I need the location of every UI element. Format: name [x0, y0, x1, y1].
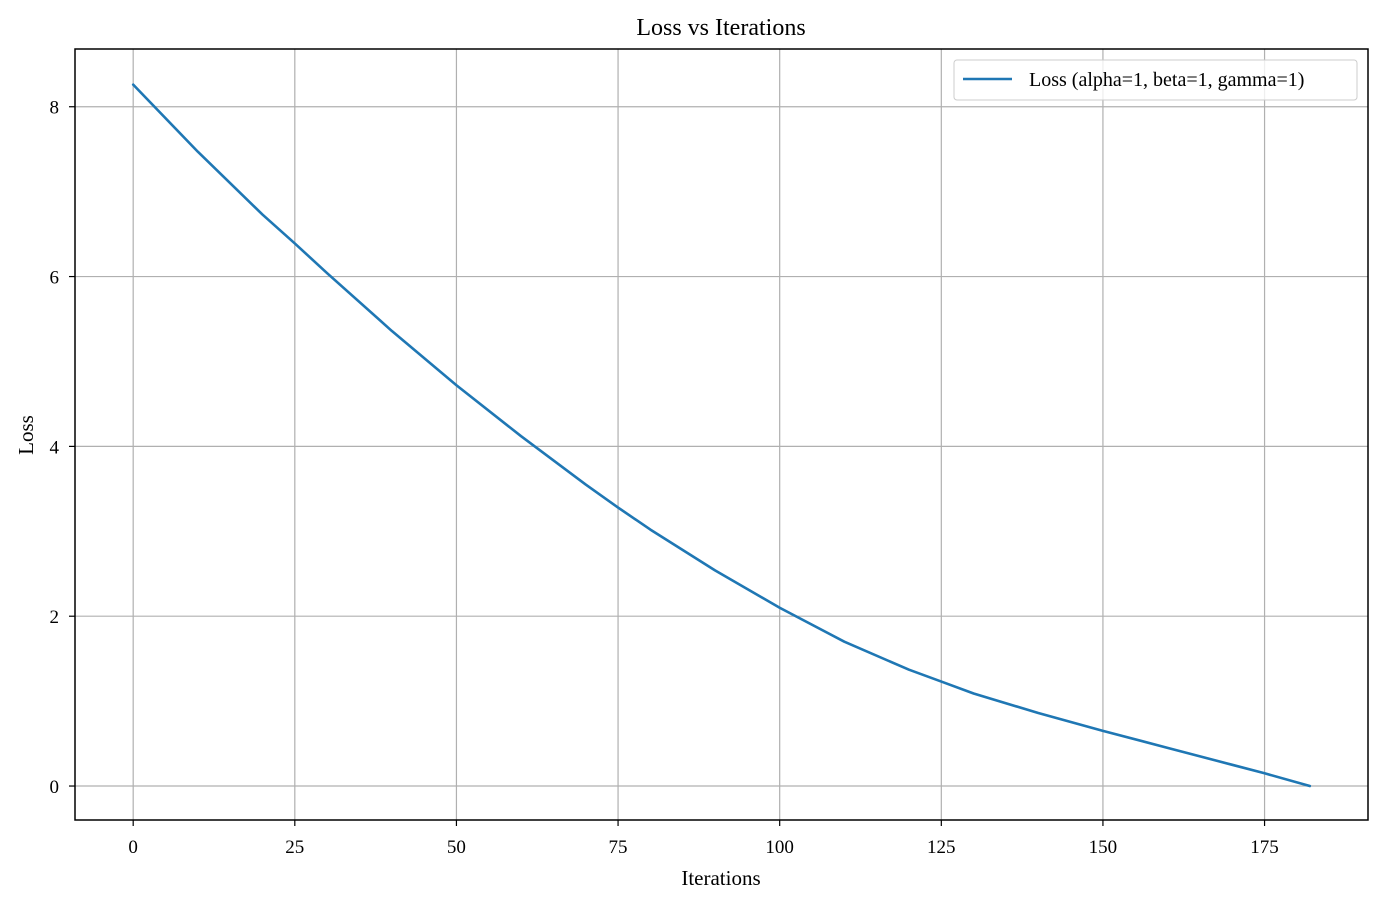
y-tick-label: 4 — [50, 437, 60, 458]
x-tick-label: 175 — [1250, 837, 1279, 858]
ticks: 0 25 50 75 100 125 150 175 0 2 4 6 8 — [50, 98, 1279, 858]
x-tick-label: 0 — [128, 837, 138, 858]
chart-title: Loss vs Iterations — [636, 15, 805, 41]
y-tick-label: 6 — [50, 268, 60, 289]
loss-series-line — [131, 83, 1312, 788]
grid — [75, 49, 1368, 820]
x-tick-label: 50 — [447, 837, 466, 858]
y-tick-label: 0 — [50, 777, 60, 798]
x-axis-label: Iterations — [681, 866, 760, 890]
legend-label: Loss (alpha=1, beta=1, gamma=1) — [1029, 69, 1304, 91]
x-tick-label: 100 — [765, 837, 794, 858]
x-tick-label: 125 — [927, 837, 956, 858]
legend: Loss (alpha=1, beta=1, gamma=1) — [953, 59, 1358, 101]
legend-box — [953, 59, 1358, 101]
y-tick-label: 8 — [50, 98, 60, 119]
x-tick-label: 75 — [609, 837, 628, 858]
plot-frame — [74, 48, 1369, 821]
series-layer — [131, 83, 1312, 788]
y-tick-label: 2 — [50, 607, 60, 628]
x-tick-label: 25 — [285, 837, 304, 858]
x-tick-label: 150 — [1089, 837, 1118, 858]
y-axis-label: Loss — [14, 415, 38, 455]
